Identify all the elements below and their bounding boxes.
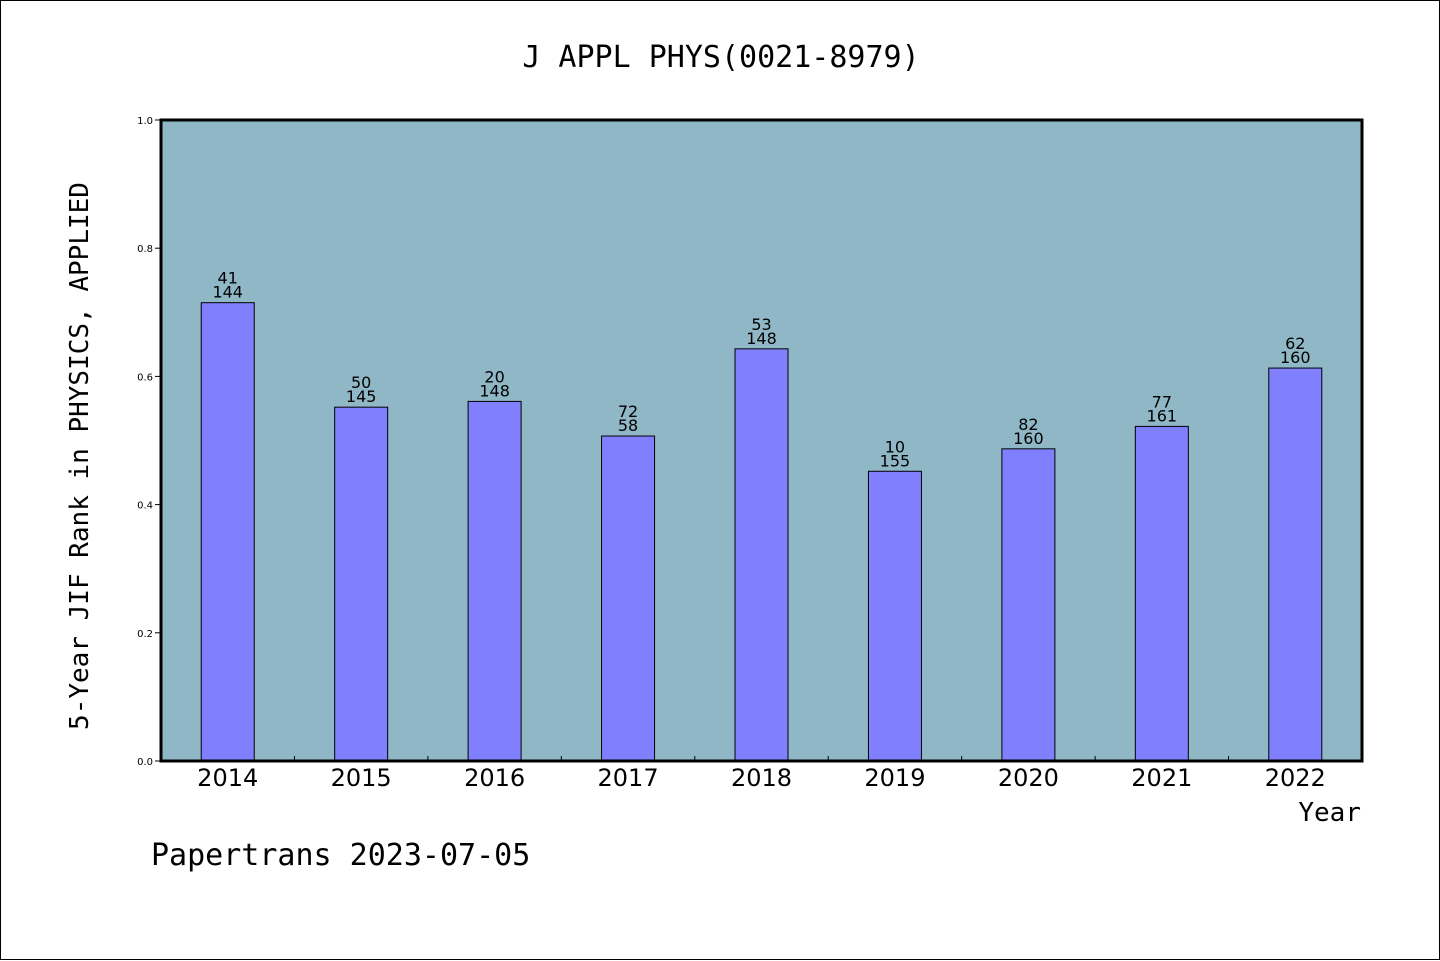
y-tick-label: 0.4 (137, 501, 153, 512)
footer-note: Papertrans 2023-07-05 (151, 838, 530, 873)
data-label-bottom: 161 (1147, 406, 1178, 425)
data-label-bottom: 58 (618, 416, 638, 435)
x-tick-label: 2019 (864, 764, 925, 792)
bar-2015 (334, 406, 389, 762)
data-label-bottom: 148 (746, 329, 777, 348)
x-axis-label: Year (1298, 798, 1361, 828)
y-tick-label: 1.0 (137, 116, 153, 127)
x-tick-label: 2018 (731, 764, 792, 792)
plot-border (159, 118, 1364, 763)
bar-2017 (601, 435, 656, 762)
bar-2020 (1001, 448, 1056, 762)
data-label-bottom: 148 (479, 381, 510, 400)
x-tick-label: 2021 (1131, 764, 1192, 792)
bar-2019 (867, 470, 922, 762)
data-label-top: 10 (885, 437, 905, 456)
x-axis: 2014 2015 2016 2017 2018 2019 2020 2021 2022 (197, 756, 1326, 792)
bar-2016 (467, 400, 522, 762)
data-label-top: 50 (351, 373, 371, 392)
data-label-top: 82 (1018, 415, 1038, 434)
data-label-top: 77 (1152, 392, 1172, 411)
data-label-bottom: 155 (880, 451, 911, 470)
bar-2021 (1134, 425, 1189, 762)
y-tick-label: 0.6 (137, 372, 153, 383)
bar-2022 (1268, 367, 1323, 762)
y-tick-label: 0.8 (137, 244, 153, 255)
data-label-top: 20 (484, 367, 504, 386)
data-labels-layer: 4114450145201487258531481015582160771616… (212, 269, 1310, 471)
data-label-top: 72 (618, 402, 638, 421)
x-tick-label: 2020 (998, 764, 1059, 792)
y-tick-label: 0.2 (137, 629, 153, 640)
bar-2014 (200, 302, 255, 762)
data-label-top: 53 (751, 315, 771, 334)
data-label-bottom: 145 (346, 387, 377, 406)
bars-layer (200, 302, 1323, 762)
x-tick-label: 2015 (331, 764, 392, 792)
bar-2018 (734, 348, 789, 762)
data-label-bottom: 160 (1013, 429, 1044, 448)
x-tick-label: 2014 (197, 764, 258, 792)
data-label-bottom: 160 (1280, 348, 1311, 367)
chart-title: J APPL PHYS(0021-8979) (522, 40, 919, 75)
x-tick-label: 2022 (1265, 764, 1326, 792)
data-label-top: 41 (218, 269, 238, 288)
x-tick-label: 2016 (464, 764, 525, 792)
x-tick-label: 2017 (598, 764, 659, 792)
y-tick-label: 0.0 (137, 757, 153, 768)
y-axis-label: 5-Year JIF Rank in PHYSICS, APPLIED (65, 182, 95, 730)
data-label-bottom: 144 (212, 283, 243, 302)
data-label-top: 62 (1285, 334, 1305, 353)
y-axis: 0.0 0.2 0.4 0.6 0.8 1.0 (137, 116, 161, 768)
